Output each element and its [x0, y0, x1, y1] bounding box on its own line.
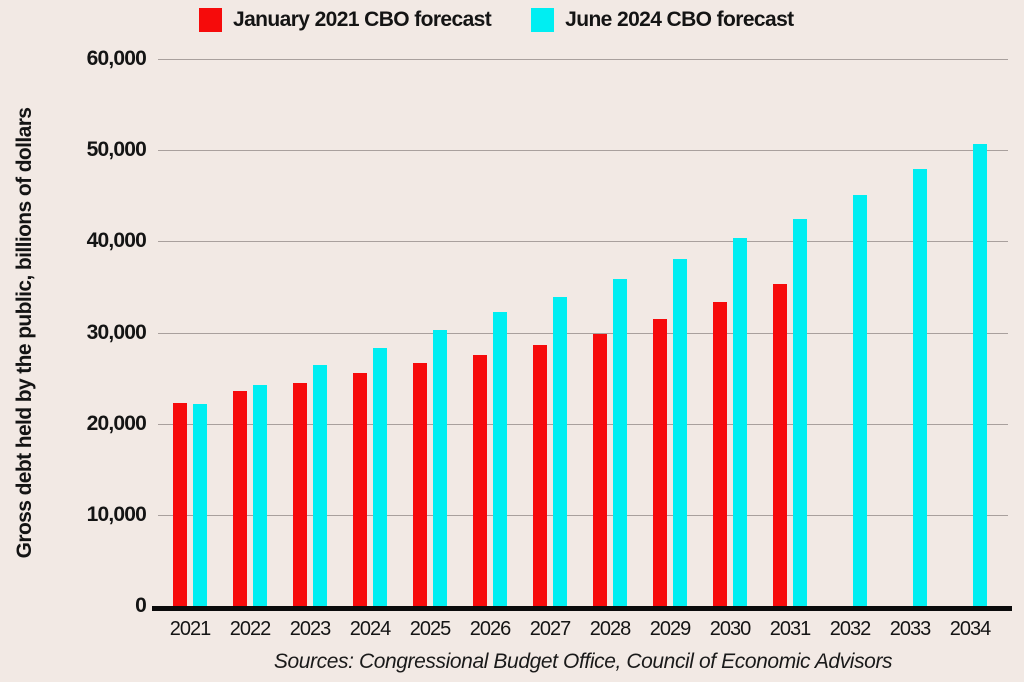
source-note: Sources: Congressional Budget Office, Co…	[273, 650, 893, 673]
legend-label-june-2024: June 2024 CBO forecast	[565, 8, 794, 31]
legend-label-january-2021: January 2021 CBO forecast	[233, 8, 492, 31]
bar-jan2021-2023	[293, 382, 307, 606]
bar-jun2024-2031	[793, 219, 807, 606]
bar-jan2021-2029	[653, 318, 667, 606]
legend: January 2021 CBO forecast June 2024 CBO …	[199, 8, 794, 32]
gridline-60000	[158, 59, 1008, 60]
plot-area	[152, 59, 1012, 611]
x-tick-label-2021: 2021	[169, 618, 212, 640]
bar-jun2024-2027	[553, 296, 567, 606]
bar-jan2021-2021	[173, 402, 187, 606]
y-tick-label-10000: 10,000	[86, 502, 147, 526]
x-tick-label-2022: 2022	[229, 618, 272, 640]
bar-jun2024-2026	[493, 312, 507, 606]
x-tick-label-2034: 2034	[949, 618, 992, 640]
y-tick-label-40000: 40,000	[86, 229, 147, 253]
bar-jan2021-2031	[773, 284, 787, 606]
bar-jan2021-2028	[593, 334, 607, 606]
y-tick-label-30000: 30,000	[86, 320, 147, 344]
bar-jun2024-2025	[433, 329, 447, 606]
legend-swatch-cyan	[531, 8, 555, 32]
x-tick-label-2029: 2029	[649, 618, 692, 640]
bar-jan2021-2025	[413, 362, 427, 606]
bar-jan2021-2027	[533, 345, 547, 606]
bar-jun2024-2029	[673, 258, 687, 606]
x-tick-label-2031: 2031	[769, 618, 812, 640]
bar-jan2021-2026	[473, 355, 487, 606]
x-tick-label-2032: 2032	[829, 618, 872, 640]
y-tick-label-50000: 50,000	[86, 138, 147, 162]
x-tick-label-2033: 2033	[889, 618, 932, 640]
bar-jun2024-2034	[973, 143, 987, 606]
x-tick-label-2030: 2030	[709, 618, 752, 640]
legend-item-june-2024: June 2024 CBO forecast	[531, 8, 794, 32]
bar-jun2024-2021	[193, 403, 207, 606]
bar-jun2024-2033	[913, 169, 927, 606]
bar-jun2024-2030	[733, 237, 747, 606]
x-axis-line	[152, 606, 1012, 611]
bar-jun2024-2028	[613, 278, 627, 606]
bar-jan2021-2022	[233, 390, 247, 606]
x-tick-label-2026: 2026	[469, 618, 512, 640]
y-tick-label-0: 0	[135, 594, 147, 617]
y-tick-label-20000: 20,000	[86, 411, 147, 435]
x-tick-label-2027: 2027	[529, 618, 572, 640]
bar-jun2024-2032	[853, 194, 867, 606]
x-tick-label-2025: 2025	[409, 618, 452, 640]
gridline-30000	[158, 332, 1008, 334]
y-tick-label-60000: 60,000	[86, 47, 147, 70]
gridline-50000	[158, 150, 1008, 152]
legend-item-january-2021: January 2021 CBO forecast	[199, 8, 492, 32]
gridline-20000	[158, 423, 1008, 425]
gridline-10000	[158, 514, 1008, 516]
gridline-40000	[158, 241, 1008, 243]
x-tick-label-2023: 2023	[289, 618, 332, 640]
x-tick-label-2028: 2028	[589, 618, 632, 640]
bar-jun2024-2024	[373, 348, 387, 606]
legend-swatch-red	[199, 8, 222, 32]
x-tick-label-2024: 2024	[349, 618, 392, 640]
bar-jun2024-2023	[313, 365, 327, 606]
bar-jan2021-2024	[353, 372, 367, 606]
bar-jun2024-2022	[253, 385, 267, 606]
bar-jan2021-2030	[713, 302, 727, 606]
